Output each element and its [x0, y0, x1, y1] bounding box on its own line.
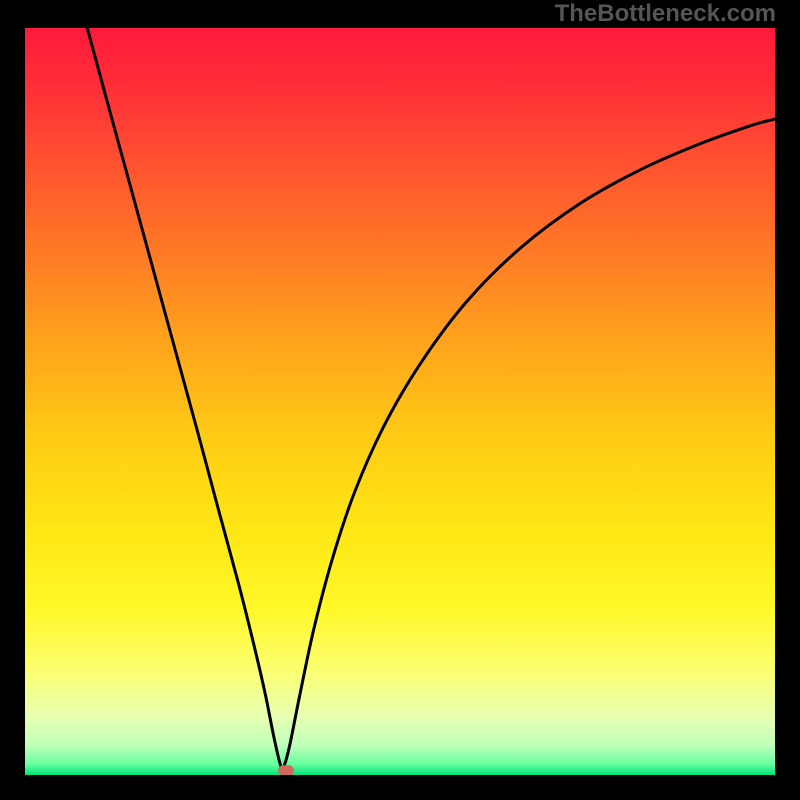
watermark-text: TheBottleneck.com — [555, 0, 776, 28]
bottleneck-curve — [25, 28, 775, 775]
plot-area — [25, 28, 775, 775]
curve-path — [87, 28, 775, 769]
bottleneck-marker — [278, 765, 294, 775]
chart-frame: TheBottleneck.com — [0, 0, 800, 800]
